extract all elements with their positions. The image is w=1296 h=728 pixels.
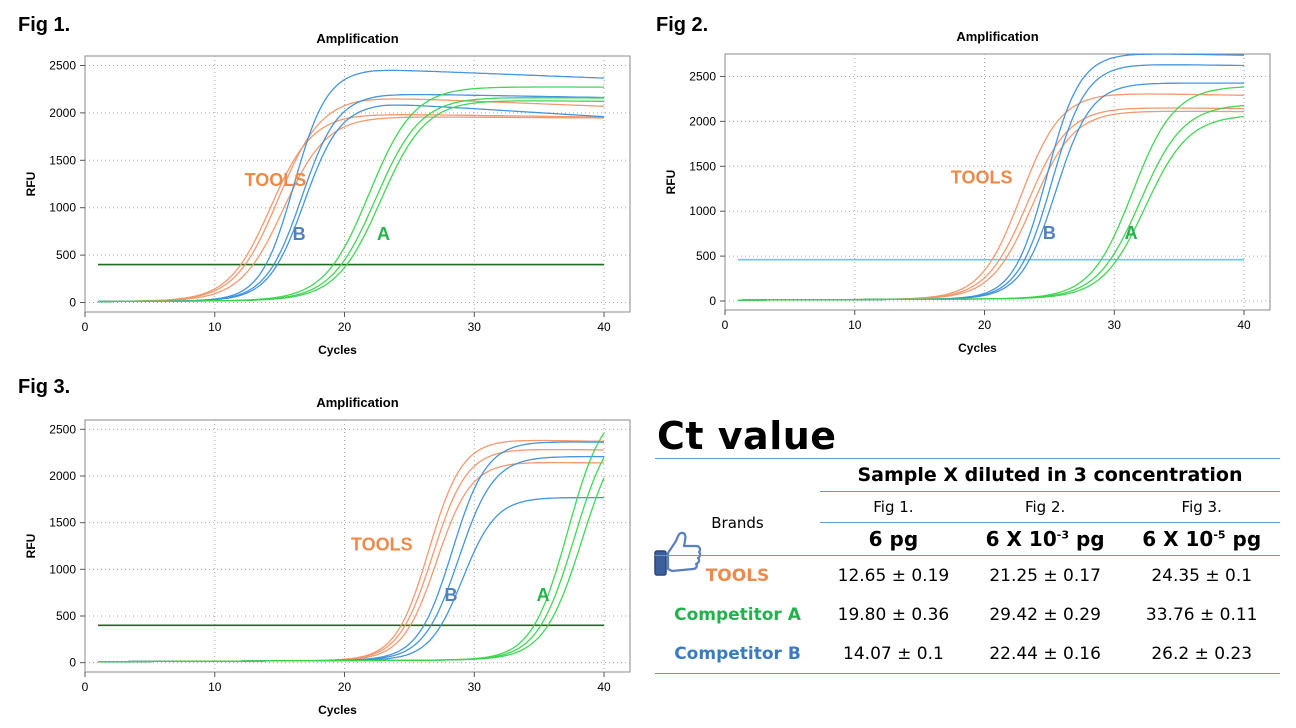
y-tick-label: 1000	[49, 201, 76, 215]
y-tick-label: 0	[709, 294, 716, 308]
ct-cell: 33.76 ± 0.11	[1145, 604, 1258, 625]
x-tick-label: 20	[338, 680, 352, 694]
conc-fig1: 6 pg	[820, 522, 967, 556]
x-axis-label: Cycles	[958, 341, 997, 355]
brand-competitor-b: Competitor B	[655, 634, 820, 674]
ct-cell: 22.44 ± 0.16	[966, 634, 1124, 674]
ct-cell: 12.65 ± 0.19	[820, 555, 967, 595]
y-tick-label: 0	[69, 296, 76, 310]
x-tick-label: 10	[208, 320, 222, 334]
series-label-a: A	[377, 224, 390, 244]
x-axis-label: Cycles	[318, 703, 357, 717]
x-tick-label: 40	[1237, 318, 1251, 332]
y-tick-label: 1500	[49, 516, 76, 530]
y-tick-label: 2500	[49, 422, 76, 436]
amplification-chart-fig2: Amplification 0 10 20 30 40 0 500 1000 1500 2000 25…	[664, 29, 1271, 355]
y-axis-label: RFU	[664, 170, 678, 195]
amplification-curve-a	[98, 100, 605, 303]
ct-cell: 19.80 ± 0.36	[837, 604, 950, 625]
table-row-competitor-b: Competitor B 14.07 ± 0.1 22.44 ± 0.16 26…	[655, 634, 1280, 674]
x-tick-label: 0	[722, 318, 729, 332]
y-tick-label: 2500	[689, 69, 716, 83]
ct-cell: 29.42 ± 0.29	[989, 604, 1101, 625]
ct-value-table: Sample X diluted in 3 concentration Bran…	[655, 458, 1280, 674]
y-tick-label: 1500	[49, 153, 76, 167]
plot-area	[84, 419, 631, 673]
chart-title: Amplification	[316, 31, 398, 46]
amplification-curve-a	[738, 115, 1245, 301]
brand-competitor-a: Competitor A	[674, 604, 801, 625]
y-tick-label: 2500	[49, 58, 76, 72]
x-tick-label: 10	[208, 680, 222, 694]
fig2-label: Fig 2.	[656, 14, 709, 36]
ct-cell: 14.07 ± 0.1	[820, 634, 967, 674]
ct-cell: 21.25 ± 0.17	[966, 555, 1124, 595]
series-label-a: A	[537, 585, 550, 605]
plot-area	[84, 55, 631, 313]
series-label-a: A	[1125, 223, 1138, 243]
amplification-curve-tools	[97, 98, 605, 303]
series-label-tools: TOOLS	[245, 170, 307, 190]
x-tick-label: 0	[82, 680, 89, 694]
x-axis-label: Cycles	[318, 343, 357, 357]
ct-value-title: Ct value	[657, 414, 837, 458]
y-axis-label: RFU	[24, 534, 38, 559]
x-tick-label: 20	[978, 318, 992, 332]
y-tick-label: 0	[69, 656, 76, 670]
y-tick-label: 2000	[689, 114, 716, 128]
table-row-tools: TOOLS 12.65 ± 0.19 21.25 ± 0.17 24.35 ± …	[655, 555, 1280, 595]
amplification-chart-fig1: Amplification 0 10 20 30 40 0 500 1000 1500 2000 25…	[24, 31, 631, 357]
brands-label: Brands	[711, 514, 764, 533]
conc-fig3: 6 Χ 10-5 pg	[1123, 522, 1280, 556]
y-tick-label: 1500	[689, 159, 716, 173]
x-tick-label: 30	[1108, 318, 1122, 332]
col-fig1: Fig 1.	[873, 498, 914, 516]
plot-area	[724, 53, 1271, 311]
chart-title: Amplification	[316, 395, 398, 410]
col-fig3: Fig 3.	[1181, 498, 1222, 516]
conc-fig2: 6 Χ 10-3 pg	[966, 522, 1124, 556]
y-tick-label: 1000	[49, 562, 76, 576]
x-tick-label: 30	[468, 680, 482, 694]
brand-tools: TOOLS	[655, 555, 820, 595]
amplification-chart-fig3: Amplification 0 10 20 30 40 0 500 1000 1500 2000 25…	[24, 395, 631, 717]
y-tick-label: 500	[56, 248, 76, 262]
series-label-b: B	[444, 585, 457, 605]
y-tick-label: 2000	[49, 106, 76, 120]
x-tick-label: 10	[848, 318, 862, 332]
y-tick-label: 2000	[49, 469, 76, 483]
x-tick-label: 40	[597, 320, 611, 334]
amplification-curve-a	[98, 477, 605, 663]
y-tick-label: 500	[56, 609, 76, 623]
x-tick-label: 0	[82, 320, 89, 334]
table-header: Sample X diluted in 3 concentration	[820, 458, 1280, 492]
amplification-curve-tools	[98, 116, 604, 303]
ct-cell: 26.2 ± 0.23	[1123, 634, 1280, 674]
table-row-competitor-a: Competitor A 19.80 ± 0.36 29.42 ± 0.29 3…	[655, 595, 1280, 634]
x-tick-label: 20	[338, 320, 352, 334]
series-label-b: B	[293, 224, 306, 244]
y-axis-label: RFU	[24, 172, 38, 197]
series-label-b: B	[1043, 223, 1056, 243]
series-label-tools: TOOLS	[951, 167, 1013, 187]
y-tick-label: 1000	[689, 204, 716, 218]
fig1-label: Fig 1.	[18, 14, 71, 36]
series-label-tools: TOOLS	[351, 535, 413, 555]
fig3-label: Fig 3.	[18, 376, 71, 398]
col-fig2: Fig 2.	[1024, 498, 1066, 516]
x-tick-label: 40	[597, 680, 611, 694]
y-tick-label: 500	[696, 249, 716, 263]
chart-title: Amplification	[956, 29, 1038, 44]
ct-cell: 24.35 ± 0.1	[1123, 555, 1280, 595]
x-tick-label: 30	[468, 320, 482, 334]
